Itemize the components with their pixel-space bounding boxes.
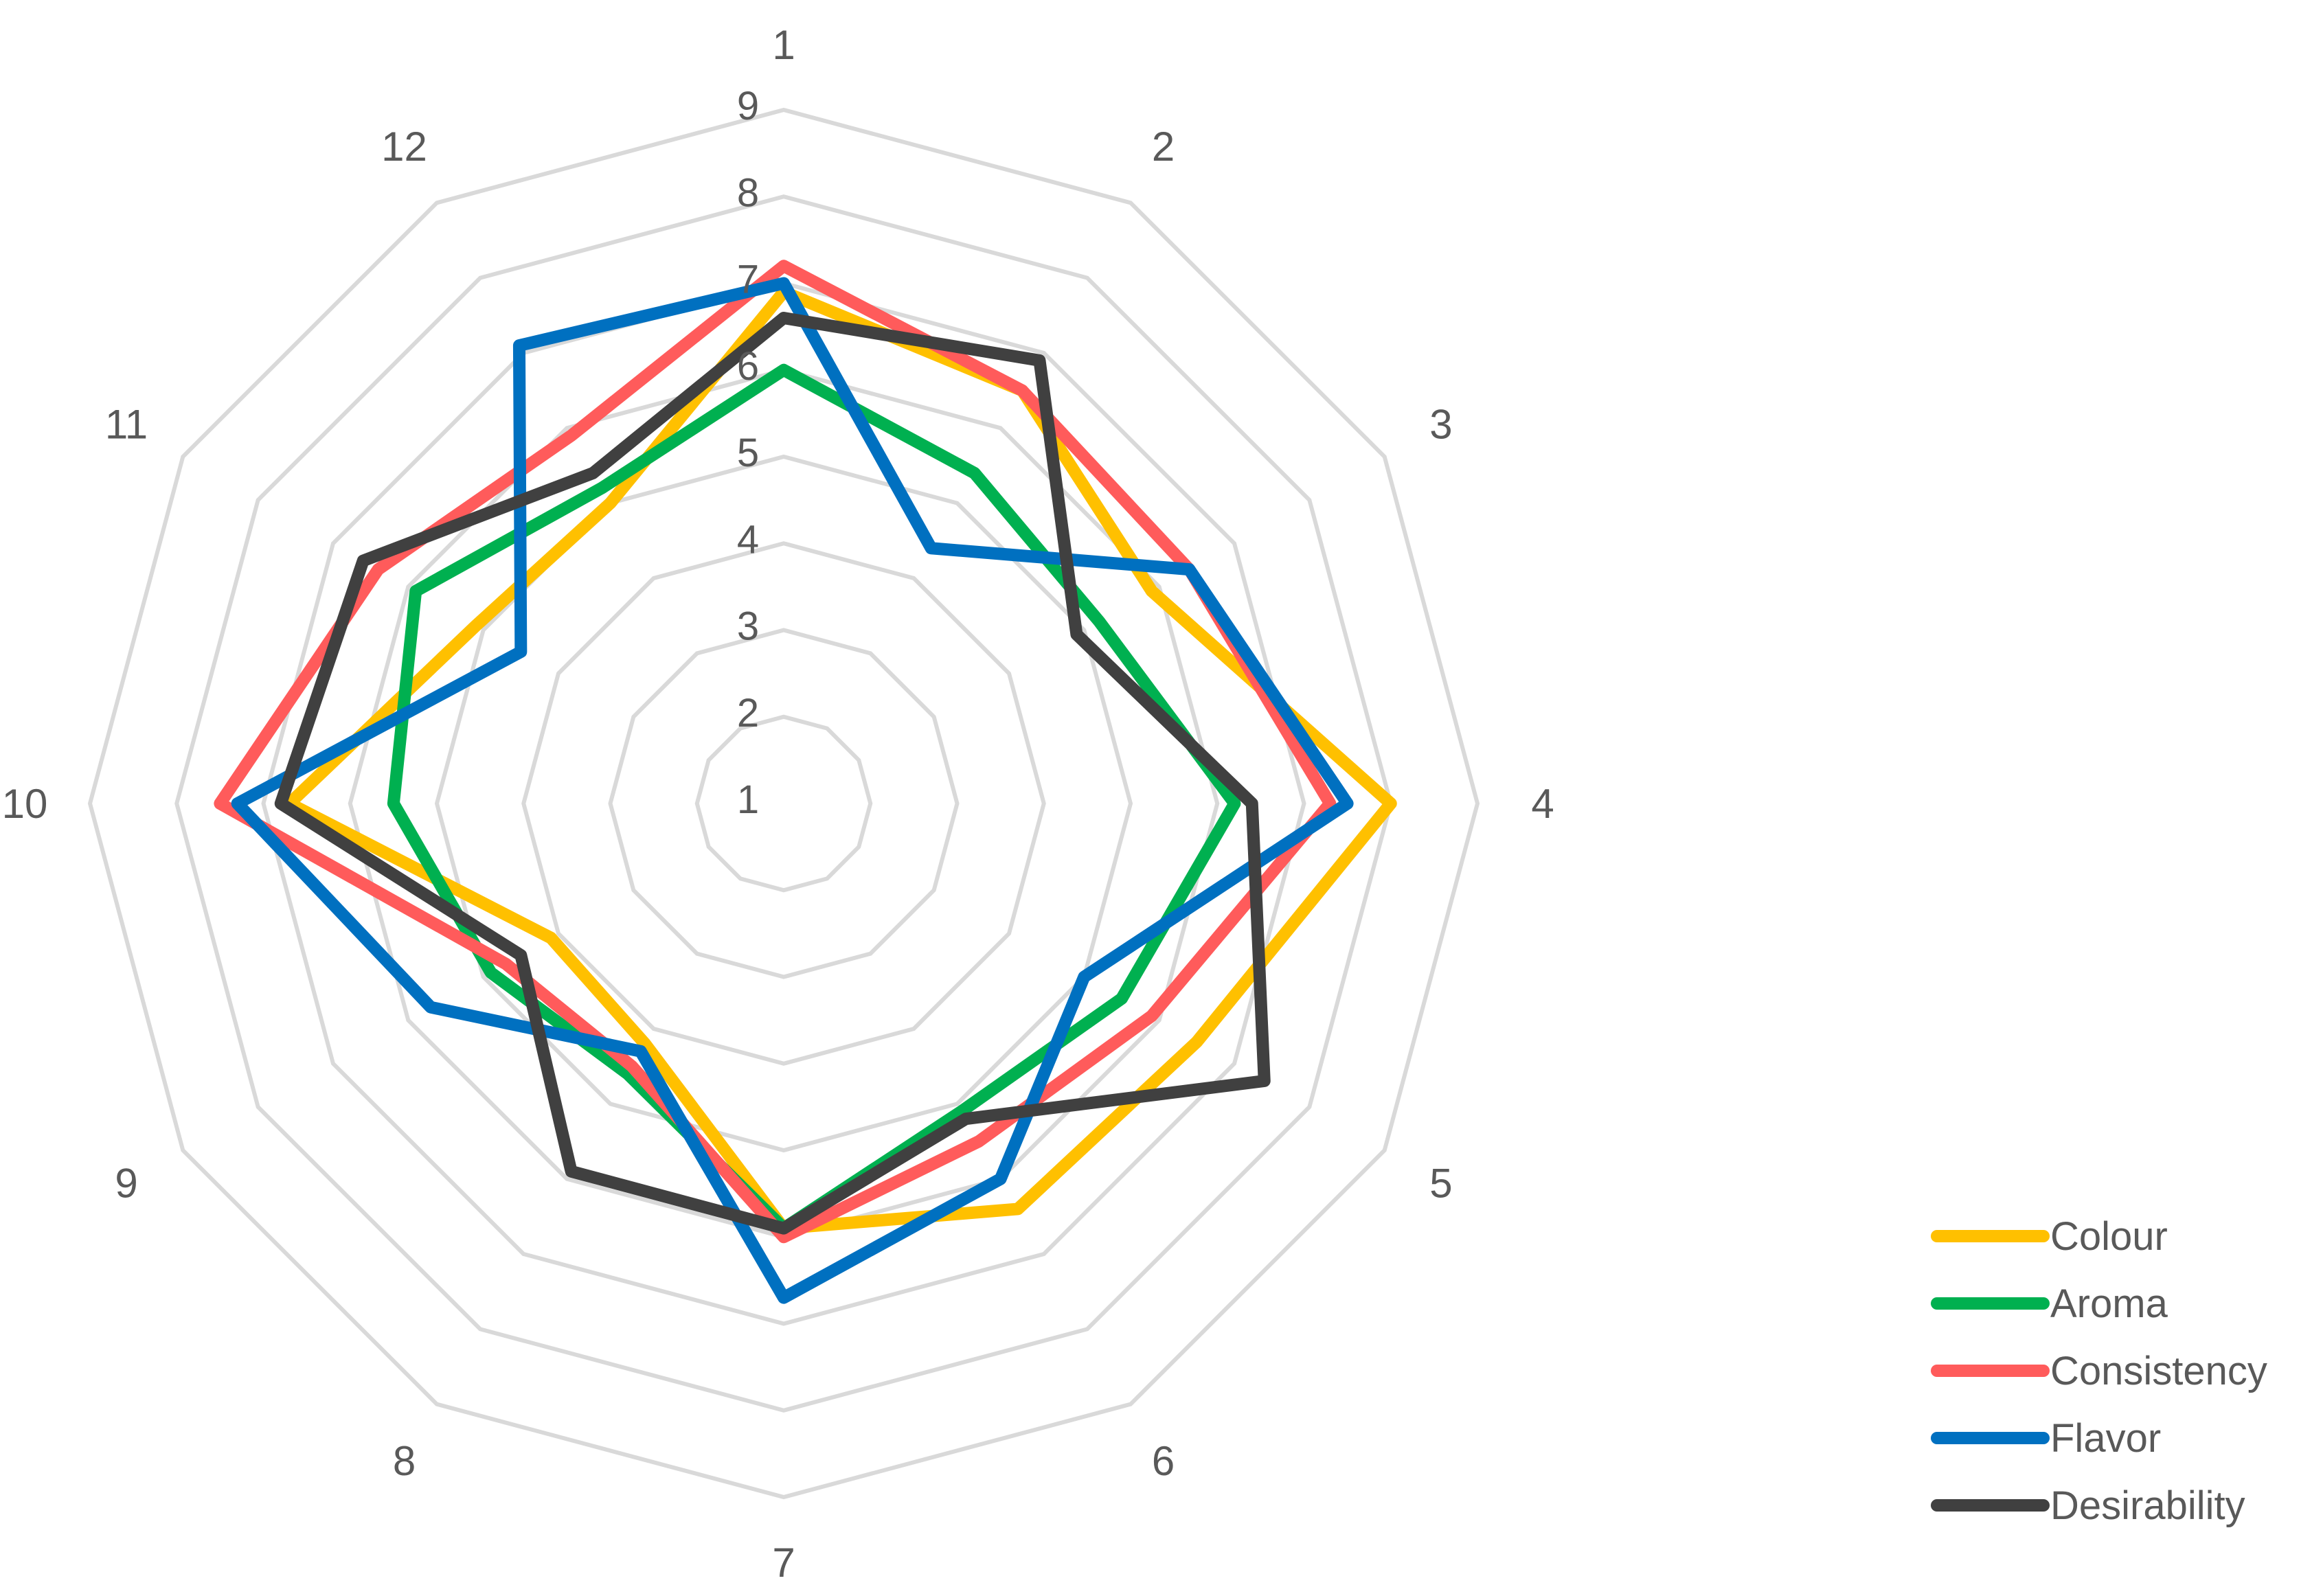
tick-label: 7 xyxy=(737,258,759,302)
tick-label: 1 xyxy=(737,777,759,822)
category-label: 8 xyxy=(393,1438,416,1484)
category-label: 3 xyxy=(1429,402,1452,448)
grid-ring-3 xyxy=(608,628,960,979)
category-label: 9 xyxy=(115,1161,137,1207)
grid-ring-5 xyxy=(434,454,1133,1153)
grid-ring-4 xyxy=(521,541,1046,1066)
series-desirability-line xyxy=(274,312,1271,1235)
grid-ring-9 xyxy=(87,107,1480,1500)
category-label: 5 xyxy=(1429,1161,1452,1207)
category-label: 12 xyxy=(381,124,427,170)
category-label: 2 xyxy=(1152,124,1175,170)
series-layer xyxy=(214,260,1397,1304)
tick-label: 9 xyxy=(737,84,759,128)
tick-label: 4 xyxy=(737,517,759,562)
category-label: 10 xyxy=(2,781,48,827)
radial-tick-labels: 1 2 3 4 5 6 7 8 9 xyxy=(737,84,759,822)
legend-label-colour: Colour xyxy=(2050,1214,2168,1259)
legend-label-desirability: Desirability xyxy=(2050,1483,2245,1528)
category-label: 7 xyxy=(772,1540,795,1586)
tick-label: 5 xyxy=(737,431,759,475)
category-label: 11 xyxy=(105,402,148,448)
series-flavor-line xyxy=(231,277,1354,1304)
legend-label-aroma: Aroma xyxy=(2050,1281,2168,1326)
grid-ring-7 xyxy=(261,281,1306,1326)
category-label: 6 xyxy=(1152,1438,1175,1484)
category-label: 1 xyxy=(772,22,795,68)
tick-label: 2 xyxy=(737,691,759,736)
legend-label-consistency: Consistency xyxy=(2050,1349,2267,1393)
tick-label: 8 xyxy=(737,170,759,215)
legend: Colour Aroma Consistency Flavor Desirability xyxy=(1931,1214,2267,1528)
tick-label: 3 xyxy=(737,604,759,649)
category-label: 4 xyxy=(1531,781,1554,827)
tick-label: 6 xyxy=(737,344,759,389)
grid-ring-8 xyxy=(174,194,1393,1413)
legend-label-flavor: Flavor xyxy=(2050,1416,2161,1461)
grid-ring-2 xyxy=(694,714,873,893)
